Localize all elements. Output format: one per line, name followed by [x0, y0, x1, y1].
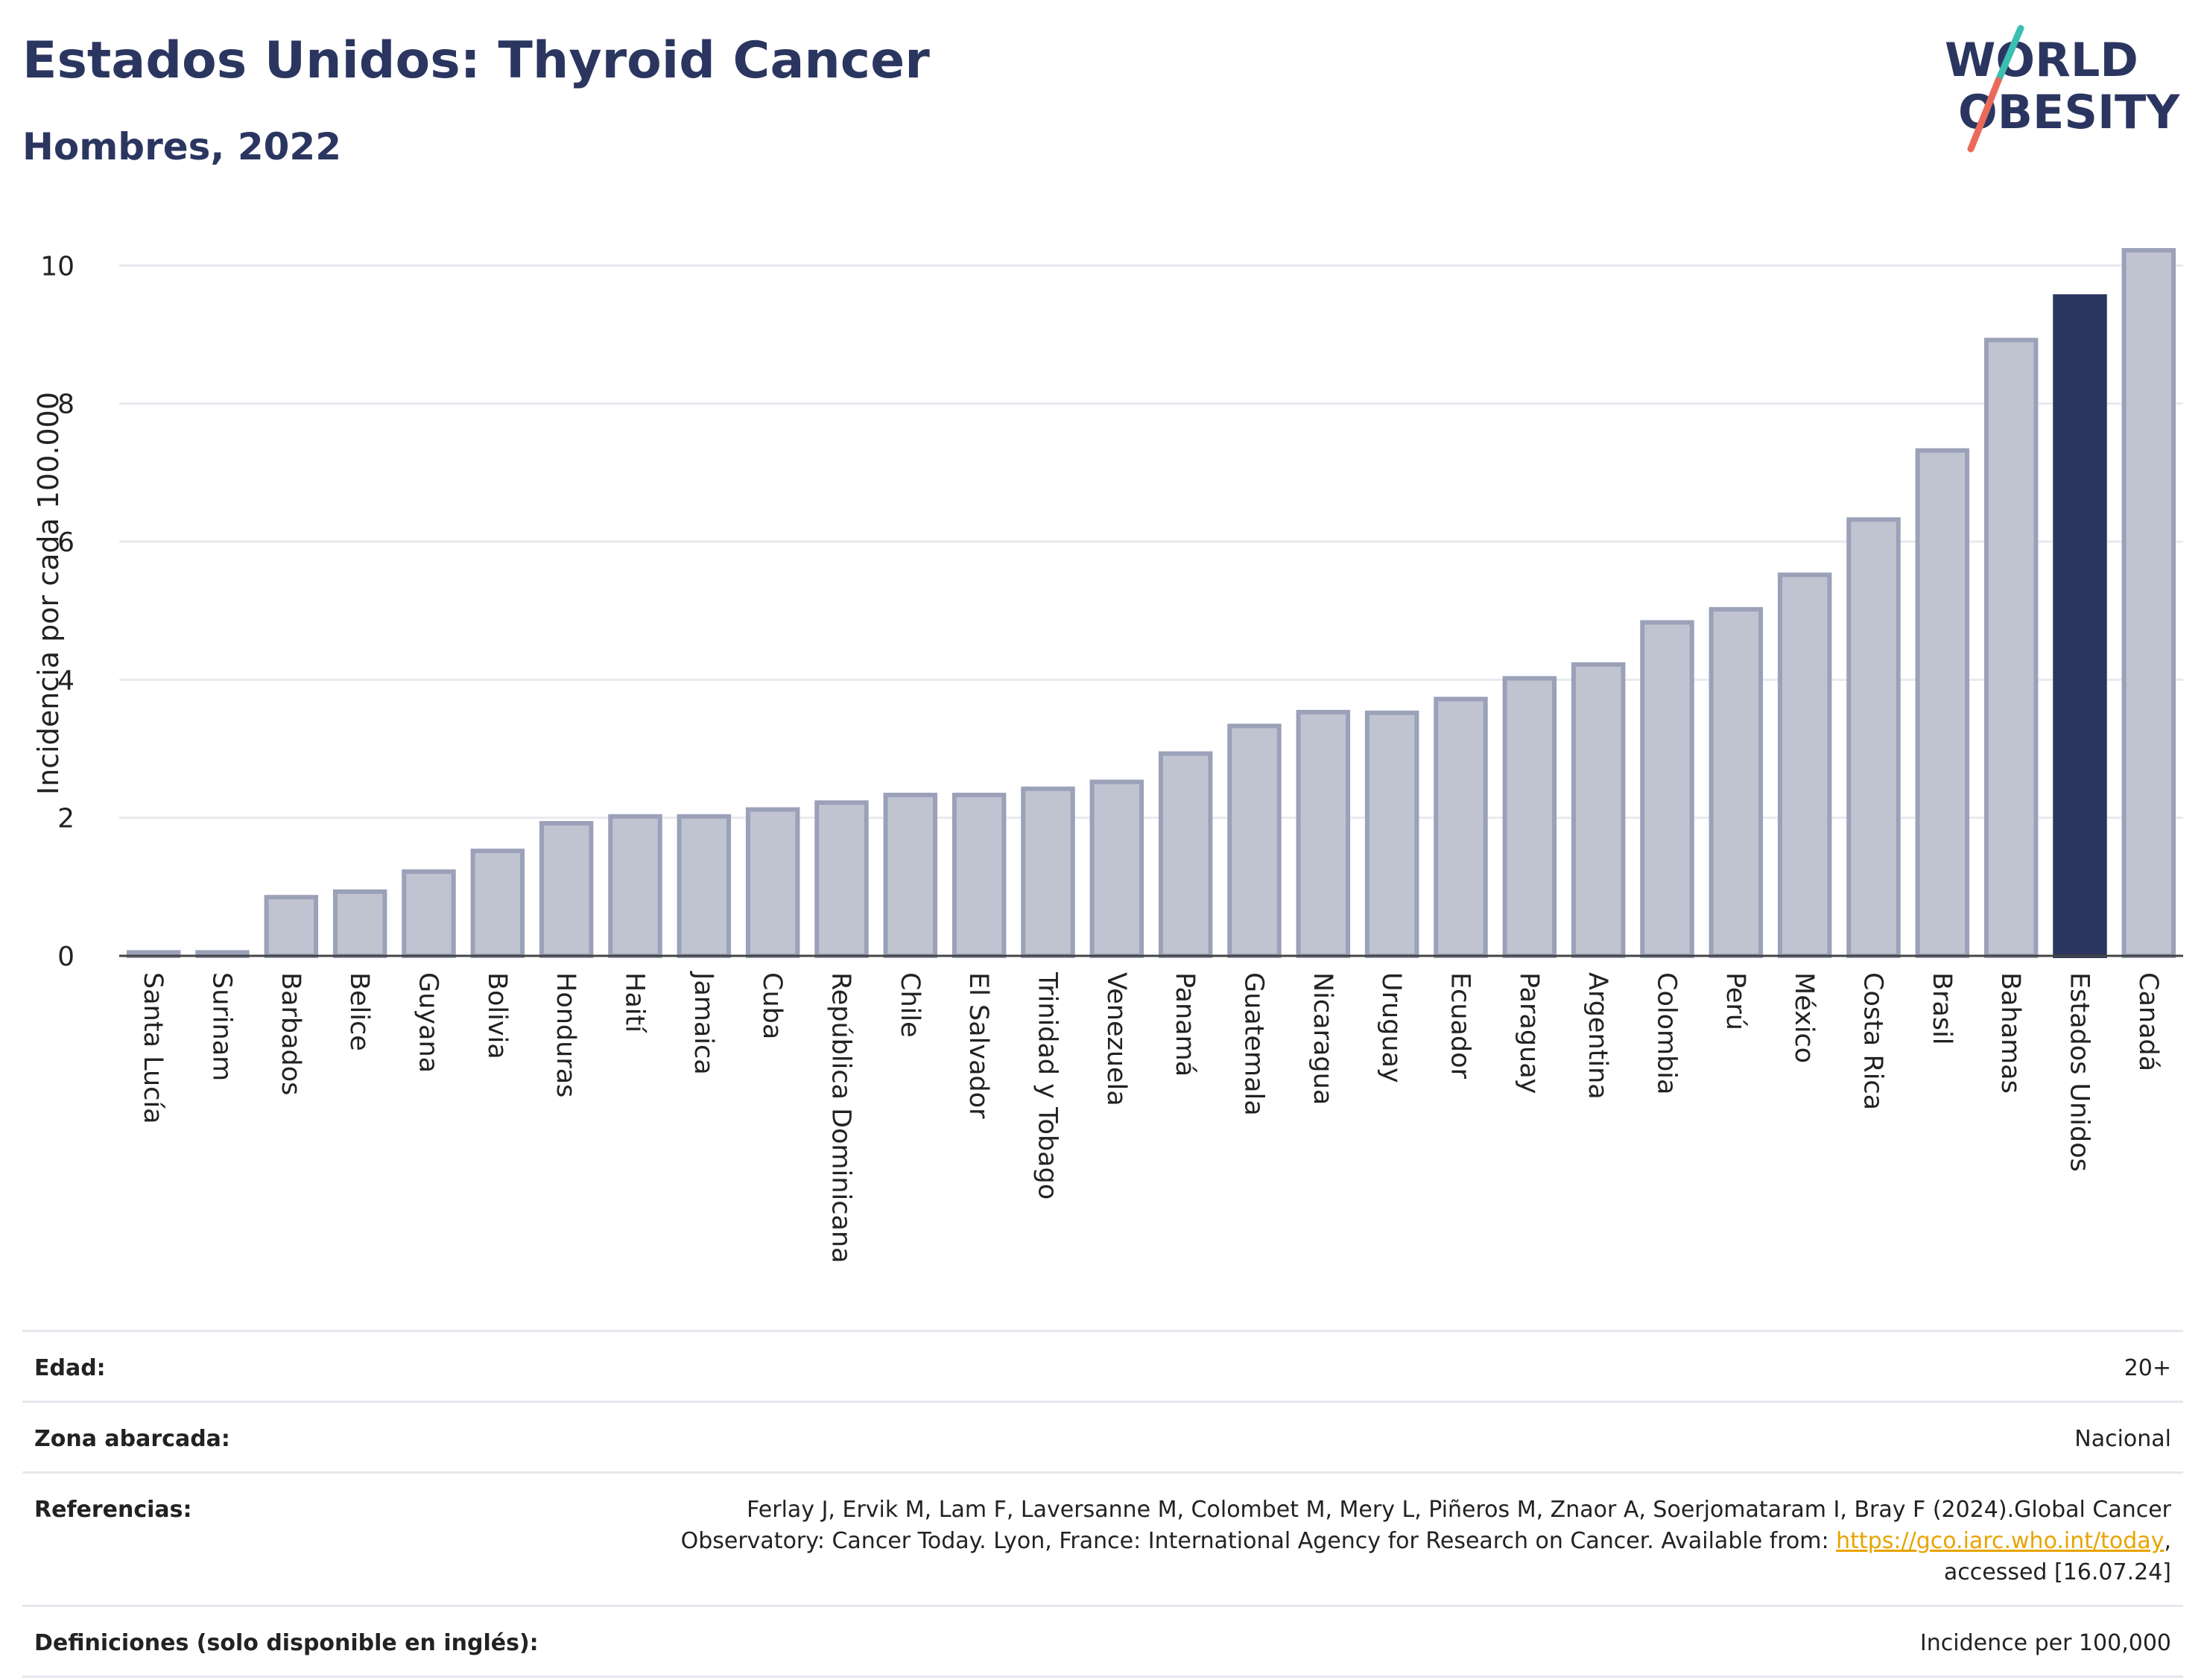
metadata-table: Edad: 20+ Zona abarcada: Nacional Refere…: [22, 1330, 2183, 1678]
x-tick-label: Bahamas: [1995, 972, 2025, 1094]
bar-Panamá: [1158, 751, 1213, 959]
y-tick-label: 4: [57, 665, 75, 696]
x-tick-label: Cuba: [757, 972, 787, 1039]
x-tick-label: Venezuela: [1101, 972, 1131, 1106]
x-tick-label: Jamaica: [688, 971, 718, 1075]
x-tick-label: Santa Lucía: [138, 972, 168, 1124]
bar-Uruguay: [1364, 710, 1419, 959]
bar-Argentina: [1571, 662, 1626, 958]
x-tick-label: México: [1789, 972, 1819, 1063]
meta-row-age: Edad: 20+: [22, 1330, 2183, 1401]
bars: [126, 247, 2176, 959]
x-tick-label: El Salvador: [963, 972, 993, 1119]
references-link[interactable]: https://gco.iarc.who.int/today: [1836, 1528, 2165, 1554]
x-tick-label: Bolivia: [482, 972, 512, 1059]
x-tick-label: Honduras: [551, 972, 580, 1097]
bar-Paraguay: [1502, 676, 1557, 958]
bar-Cuba: [745, 807, 800, 959]
x-tick-label: República Dominicana: [826, 972, 856, 1264]
bar-Bolivia: [470, 849, 525, 958]
bar-Nicaragua: [1296, 709, 1351, 958]
meta-label: Zona abarcada:: [34, 1426, 230, 1452]
bar-Belice: [332, 889, 387, 959]
bar-Barbados: [264, 895, 319, 959]
references-part: Observatory: Cancer Today. Lyon, France:…: [680, 1528, 1837, 1554]
logo-line1: WORLD: [1945, 33, 2138, 87]
bar-chart: 0 2 4 6 8 10 Santa Lucía Surinam Barbados Belice…: [32, 247, 2183, 1264]
y-axis-label: Incidencia por cada 100.000: [32, 392, 65, 795]
x-tick-label: Costa Rica: [1858, 972, 1888, 1110]
meta-row-definitions: Definiciones (solo disponible en inglés)…: [22, 1605, 2183, 1678]
meta-value: 20+: [2124, 1355, 2171, 1381]
y-tick-label: 0: [57, 942, 75, 972]
x-tick-label: Argentina: [1583, 972, 1612, 1100]
x-tick-label: Perú: [1720, 972, 1750, 1030]
x-tick-label: Chile: [895, 972, 925, 1038]
meta-value: Incidence per 100,000: [1919, 1630, 2171, 1656]
x-tick-label: Canadá: [2133, 972, 2163, 1071]
references-part: accessed [16.07.24]: [1943, 1559, 2171, 1585]
meta-label: Definiciones (solo disponible en inglés)…: [34, 1630, 539, 1656]
y-tick-label: 10: [40, 251, 75, 282]
x-tick-label: Ecuador: [1445, 972, 1475, 1080]
meta-label: Edad:: [34, 1355, 106, 1381]
bar-Guyana: [402, 869, 456, 958]
meta-row-zone: Zona abarcada: Nacional: [22, 1401, 2183, 1471]
bar-Estados Unidos: [2053, 294, 2107, 959]
bar-Perú: [1709, 606, 1764, 959]
bar-México: [1777, 572, 1832, 958]
x-tick-label: Uruguay: [1376, 972, 1406, 1083]
meta-row-references: Referencias: Ferlay J, Ervik M, Lam F, L…: [22, 1471, 2183, 1605]
x-tick-label: Nicaragua: [1308, 972, 1337, 1105]
page-title: Estados Unidos: Thyroid Cancer: [22, 31, 930, 90]
x-tick-label: Trinidad y Tobago: [1033, 971, 1063, 1199]
bar-Ecuador: [1434, 697, 1488, 959]
x-axis-ticks: Santa Lucía Surinam Barbados Belice Guyana Bo…: [138, 971, 2163, 1264]
bar-Haití: [608, 814, 662, 959]
bar-Canadá: [2121, 247, 2176, 959]
bar-Trinidad y Tobago: [1021, 786, 1075, 958]
meta-label: Referencias:: [34, 1497, 192, 1523]
x-tick-label: Panamá: [1170, 972, 1200, 1077]
x-tick-label: Brasil: [1927, 972, 1957, 1045]
y-tick-label: 2: [57, 804, 75, 834]
page-subtitle: Hombres, 2022: [22, 125, 341, 168]
x-tick-label: Haití: [620, 972, 650, 1033]
bar-Honduras: [539, 821, 594, 959]
x-tick-label: Barbados: [276, 972, 305, 1095]
references-text: Ferlay J, Ervik M, Lam F, Laversanne M, …: [681, 1494, 2171, 1588]
bar-Brasil: [1915, 448, 1970, 958]
bar-República Dominicana: [814, 800, 869, 959]
x-tick-label: Guyana: [414, 972, 443, 1073]
logo-slash-teal: [1995, 25, 2024, 84]
gridlines: [119, 264, 2183, 820]
references-part: ,: [2164, 1528, 2171, 1554]
x-tick-label: Estados Unidos: [2065, 972, 2094, 1172]
references-part: Ferlay J, Ervik M, Lam F, Laversanne M, …: [747, 1497, 2171, 1523]
x-tick-label: Paraguay: [1514, 972, 1544, 1094]
world-obesity-logo: WORLD OBESITY: [1945, 25, 2180, 153]
x-tick-label: Guatemala: [1239, 972, 1269, 1116]
bar-El Salvador: [951, 793, 1007, 958]
x-tick-label: Belice: [344, 972, 374, 1051]
bar-Venezuela: [1089, 779, 1144, 958]
bar-Costa Rica: [1846, 517, 1901, 958]
y-axis-ticks: 0 2 4 6 8 10: [40, 251, 75, 972]
bar-Chile: [883, 793, 938, 958]
y-tick-label: 8: [57, 390, 75, 420]
x-tick-label: Colombia: [1652, 972, 1682, 1094]
bar-Jamaica: [677, 814, 732, 959]
meta-value: Nacional: [2074, 1426, 2171, 1452]
x-tick-label: Surinam: [207, 972, 237, 1081]
bar-Colombia: [1640, 620, 1694, 958]
bar-Bahamas: [1983, 337, 2039, 958]
logo-slash-coral: [1967, 77, 2002, 153]
y-tick-label: 6: [57, 527, 75, 558]
bar-Guatemala: [1227, 723, 1282, 958]
